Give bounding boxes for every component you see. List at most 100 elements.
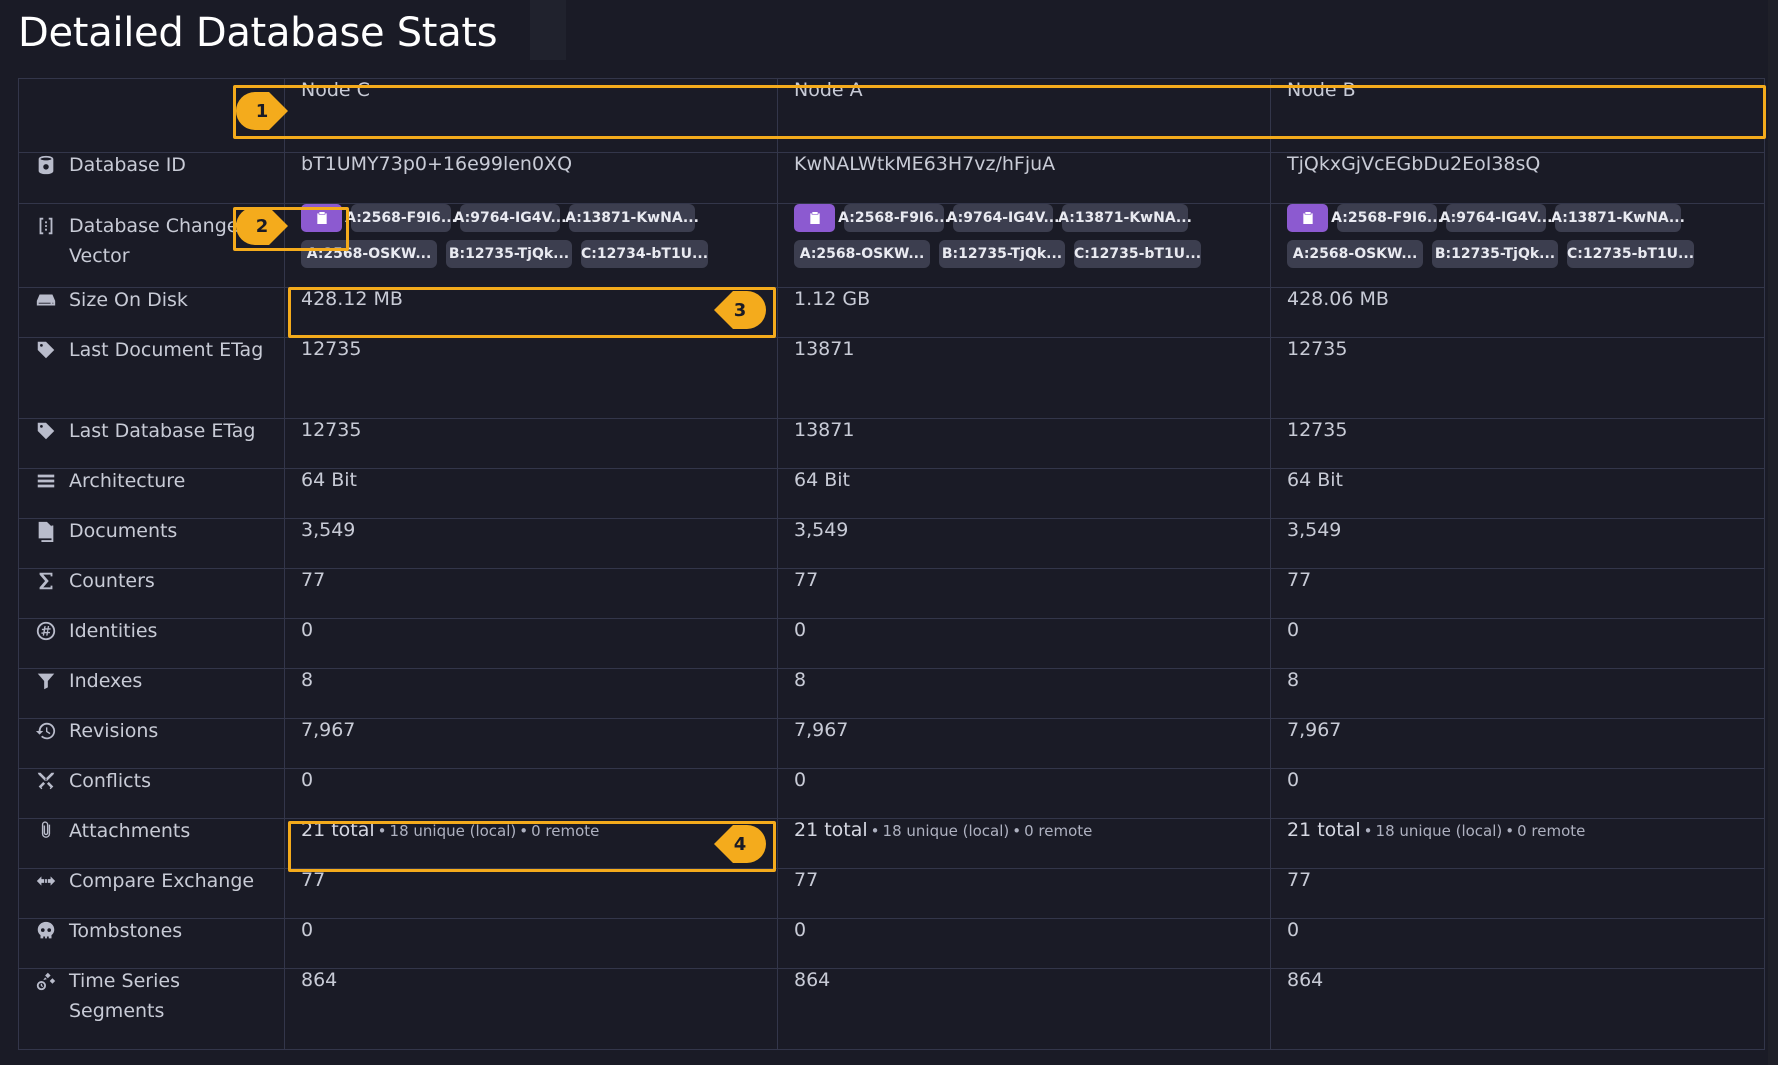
paperclip-icon <box>35 820 57 842</box>
row-label-cell: Identities <box>18 618 285 669</box>
value-cell: 428.12 MB <box>284 287 778 338</box>
row-label: Indexes <box>69 670 143 692</box>
separator: • <box>1012 822 1022 840</box>
value-cell: 12735 <box>284 337 778 419</box>
architecture-icon <box>35 470 57 492</box>
value-cell: 0 <box>284 768 778 819</box>
row-label: Database ID <box>69 154 186 176</box>
value-cell: 13871 <box>777 337 1271 419</box>
stats-table: Node C Node A Node B Database ID bT1UMY7… <box>18 78 1765 1050</box>
copy-button[interactable] <box>794 204 835 232</box>
change-vector-tag[interactable]: A:9764-IG4V... <box>1440 204 1552 232</box>
value-cell: 0 <box>284 618 778 669</box>
change-vector-tag[interactable]: A:9764-IG4V... <box>947 204 1059 232</box>
separator: • <box>377 822 387 840</box>
value-cell: 13871 <box>777 418 1271 469</box>
sigma-icon <box>35 570 57 592</box>
tag-icon <box>35 420 57 442</box>
change-vector-tag[interactable]: B:12735-TjQk... <box>1432 240 1558 268</box>
separator: • <box>519 822 529 840</box>
value-cell: 8 <box>777 668 1271 719</box>
row-label: Architecture <box>69 470 186 492</box>
change-vector-cell: A:2568-F9I6... A:9764-IG4V... A:13871-Kw… <box>777 203 1271 288</box>
background-artifact <box>530 0 566 60</box>
value-cell: 77 <box>284 868 778 919</box>
change-vector-tag[interactable]: B:12735-TjQk... <box>939 240 1065 268</box>
separator: • <box>1363 822 1373 840</box>
change-vector-tag[interactable]: A:2568-OSKW... <box>1287 240 1423 268</box>
value-cell: 8 <box>284 668 778 719</box>
change-vector-tag[interactable]: A:13871-KwNA... <box>1551 204 1685 232</box>
row-label: Identities <box>69 620 158 642</box>
change-vector-tag[interactable]: A:13871-KwNA... <box>565 204 699 232</box>
copy-icon <box>809 212 820 224</box>
table-row: Architecture 64 Bit 64 Bit 64 Bit <box>18 468 1765 519</box>
attachments-remote: 0 remote <box>1517 822 1586 840</box>
attachments-cell: 21 total • 18 unique (local) • 0 remote <box>284 818 778 869</box>
timeseries-icon <box>35 970 57 992</box>
value-cell: 0 <box>1270 618 1765 669</box>
value-cell: 7,967 <box>777 718 1271 769</box>
row-label: Revisions <box>69 720 159 742</box>
change-vector-tag[interactable]: C:12735-bT1U... <box>1074 240 1201 268</box>
value-cell: 7,967 <box>284 718 778 769</box>
table-row: Identities 0 0 0 <box>18 618 1765 669</box>
row-label: Size On Disk <box>69 289 188 311</box>
table-row: Tombstones 0 0 0 <box>18 918 1765 969</box>
value-cell: 7,967 <box>1270 718 1765 769</box>
row-label: Last Database ETag <box>69 420 256 442</box>
attachments-cell: 21 total • 18 unique (local) • 0 remote <box>777 818 1271 869</box>
value-cell: 77 <box>1270 568 1765 619</box>
skull-icon <box>35 920 57 942</box>
row-label: Database Change Vector <box>69 215 239 267</box>
scrollbar-track[interactable] <box>1768 0 1778 1065</box>
attachments-total: 21 total <box>301 819 375 841</box>
tag-icon <box>35 339 57 361</box>
row-label-cell: Last Document ETag <box>18 337 285 419</box>
change-vector-tag[interactable]: A:13871-KwNA... <box>1058 204 1192 232</box>
change-vector-tag[interactable]: A:9764-IG4V... <box>454 204 566 232</box>
attachments-remote: 0 remote <box>531 822 600 840</box>
table-row: Time Series Segments 864 864 864 <box>18 968 1765 1050</box>
attachments-unique: 18 unique (local) <box>1375 822 1503 840</box>
change-vector-tag[interactable]: A:2568-OSKW... <box>301 240 437 268</box>
change-vector-tag[interactable]: A:2568-F9I6... <box>1331 204 1443 232</box>
attachments-total: 21 total <box>1287 819 1361 841</box>
row-label-cell: Conflicts <box>18 768 285 819</box>
index-icon <box>35 670 57 692</box>
disk-icon <box>35 289 57 311</box>
change-vector-tag[interactable]: A:2568-F9I6... <box>345 204 457 232</box>
value-cell: KwNALWtkME63H7vz/hFjuA <box>777 152 1271 204</box>
table-row: Attachments 21 total • 18 unique (local) • 0… <box>18 818 1765 869</box>
value-cell: 864 <box>284 968 778 1050</box>
value-cell: 864 <box>777 968 1271 1050</box>
value-cell: 77 <box>777 868 1271 919</box>
value-cell: 0 <box>1270 768 1765 819</box>
row-label-cell: Size On Disk <box>18 287 285 338</box>
value-cell: 3,549 <box>777 518 1271 569</box>
value-cell: bT1UMY73p0+16e99len0XQ <box>284 152 778 204</box>
separator: • <box>870 822 880 840</box>
table-row: Size On Disk 428.12 MB 1.12 GB 428.06 MB <box>18 287 1765 338</box>
copy-button[interactable] <box>301 204 342 232</box>
value-cell: 64 Bit <box>1270 468 1765 519</box>
row-label: Conflicts <box>69 770 151 792</box>
documents-icon <box>35 520 57 542</box>
page-title: Detailed Database Stats <box>18 10 498 56</box>
table-row: Last Database ETag 12735 13871 12735 <box>18 418 1765 469</box>
change-vector-tag[interactable]: C:12734-bT1U... <box>581 240 708 268</box>
change-vector-tag[interactable]: B:12735-TjQk... <box>446 240 572 268</box>
change-vector-tag[interactable]: C:12735-bT1U... <box>1567 240 1694 268</box>
value-cell: 428.06 MB <box>1270 287 1765 338</box>
table-row: Indexes 8 8 8 <box>18 668 1765 719</box>
annotation-marker-4: 4 <box>714 825 766 863</box>
change-vector-tag[interactable]: A:2568-OSKW... <box>794 240 930 268</box>
row-label: Tombstones <box>69 920 183 942</box>
value-cell: 0 <box>1270 918 1765 969</box>
copy-button[interactable] <box>1287 204 1328 232</box>
value-cell: 3,549 <box>1270 518 1765 569</box>
compare-exchange-icon <box>35 870 57 892</box>
table-row: Database ID bT1UMY73p0+16e99len0XQ KwNAL… <box>18 152 1765 204</box>
row-label-cell: Compare Exchange <box>18 868 285 919</box>
change-vector-tag[interactable]: A:2568-F9I6... <box>838 204 950 232</box>
